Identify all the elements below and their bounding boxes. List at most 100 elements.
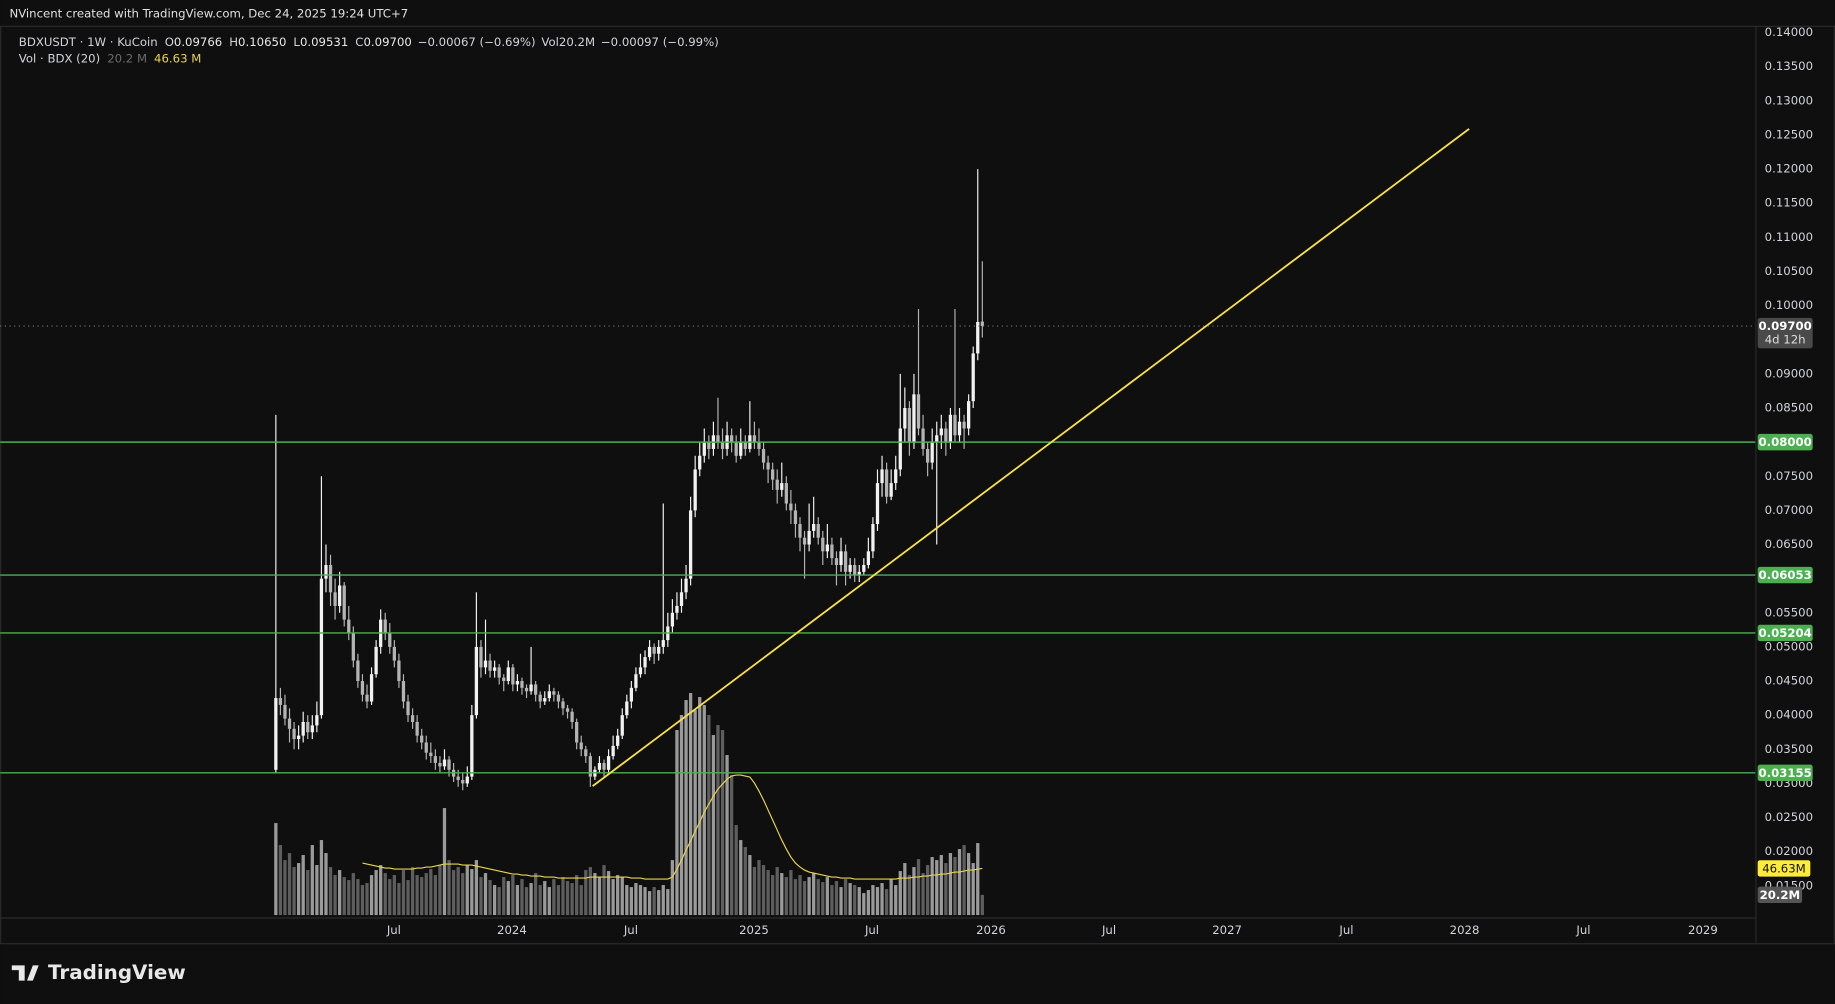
- brand-name: TradingView: [48, 961, 186, 984]
- volume-bar: [957, 849, 962, 916]
- candle-body: [474, 646, 479, 716]
- volume-bar: [369, 875, 374, 916]
- y-tick-label: 0.05000: [1765, 639, 1813, 653]
- volume-bar: [296, 863, 301, 916]
- volume-bar: [675, 730, 679, 916]
- candle-body: [661, 640, 665, 647]
- candle-body: [834, 558, 839, 565]
- candle-body: [793, 510, 798, 525]
- candle-body: [752, 435, 757, 443]
- volume-bar: [342, 877, 346, 916]
- candle-body: [830, 544, 834, 559]
- volume-bar: [816, 879, 820, 916]
- volume-bar: [780, 873, 784, 916]
- volume-bar: [575, 875, 579, 916]
- volume-bar: [944, 863, 948, 916]
- candle-body: [360, 681, 365, 695]
- legend-key: C: [355, 35, 363, 49]
- level-label: 0.06053: [1759, 568, 1812, 582]
- x-tick-label: Jul: [1338, 923, 1353, 937]
- x-tick-label: 2028: [1450, 923, 1480, 937]
- volume-bar: [725, 755, 729, 916]
- pane-border: [0, 25, 1835, 945]
- volume-bar: [894, 885, 898, 916]
- candle-body: [333, 592, 337, 606]
- volume-bar: [274, 823, 278, 916]
- candle-body: [907, 407, 912, 443]
- candle-body: [743, 442, 747, 449]
- volume-bar: [356, 879, 360, 916]
- candle-body: [798, 524, 802, 538]
- volume-bar: [884, 889, 889, 916]
- candle-body: [930, 442, 934, 463]
- level-label: 0.05204: [1759, 626, 1812, 640]
- legend-key: O: [165, 35, 174, 49]
- volume-bar: [698, 697, 702, 916]
- candle-body: [903, 407, 907, 429]
- volume-bar: [470, 869, 474, 916]
- candle-body: [296, 735, 301, 740]
- candle-body: [939, 428, 943, 436]
- volume-bar: [524, 887, 529, 916]
- volume-bar: [556, 885, 561, 916]
- candle-body: [976, 321, 980, 354]
- candle-body: [315, 715, 319, 726]
- volume-bar: [451, 870, 456, 916]
- vol-ma-box: [1757, 860, 1811, 877]
- candle-body: [543, 698, 547, 702]
- y-tick-label: 0.02500: [1765, 810, 1813, 824]
- volume-bar: [301, 855, 305, 916]
- volume-bar: [752, 867, 757, 916]
- volume-bar: [766, 870, 770, 916]
- volume-bar: [379, 865, 383, 916]
- volume-bar: [438, 865, 442, 916]
- legend-vol-value: 20.2M: [559, 35, 595, 49]
- volume-bar: [889, 879, 893, 916]
- legend-key: L: [293, 35, 300, 49]
- volume-bar: [538, 885, 542, 916]
- y-tick-label: 0.07500: [1765, 469, 1813, 483]
- candle-body: [693, 469, 697, 511]
- volume-bar: [898, 871, 902, 916]
- countdown-label: 4d 12h: [1765, 333, 1806, 347]
- volume-bar: [962, 845, 966, 916]
- candle-body: [702, 442, 706, 456]
- candle-body: [898, 428, 902, 470]
- candle-body: [324, 564, 328, 579]
- volume-bar: [980, 894, 984, 916]
- volume-bar: [679, 715, 684, 916]
- volume-bar: [488, 880, 492, 916]
- candle-body: [620, 715, 624, 736]
- candle-body: [616, 735, 620, 746]
- candle-body: [688, 510, 693, 579]
- volume-bar: [866, 890, 871, 916]
- x-tick-label: 2026: [976, 923, 1006, 937]
- volume-bar: [620, 877, 624, 916]
- candle-body: [447, 759, 451, 770]
- volume-bar: [406, 880, 410, 916]
- vol-box: [1757, 886, 1803, 904]
- candle-body: [670, 612, 675, 627]
- volume-ma-line: [362, 774, 983, 880]
- volume-bar: [310, 845, 314, 916]
- volume-bar: [319, 840, 324, 916]
- volume-bar: [757, 860, 761, 916]
- volume-bar: [306, 870, 310, 916]
- candle-body: [638, 667, 643, 675]
- candle-body: [679, 592, 684, 606]
- candle-body: [492, 667, 497, 671]
- x-tick-label: 2027: [1212, 923, 1242, 937]
- candle-body: [675, 605, 679, 613]
- trend-line: [592, 128, 1470, 787]
- y-tick-label: 0.05500: [1765, 605, 1813, 619]
- y-tick-label: 0.12500: [1765, 127, 1813, 141]
- volume-bar: [388, 879, 392, 916]
- volume-bar: [761, 865, 766, 916]
- candle-body: [575, 721, 579, 743]
- candle-body: [556, 694, 561, 702]
- candle-body: [789, 503, 793, 511]
- volume-bar: [729, 775, 734, 916]
- candle-body: [720, 442, 725, 449]
- brand-logo: TradingView: [11, 961, 186, 984]
- volume-bar: [593, 873, 597, 916]
